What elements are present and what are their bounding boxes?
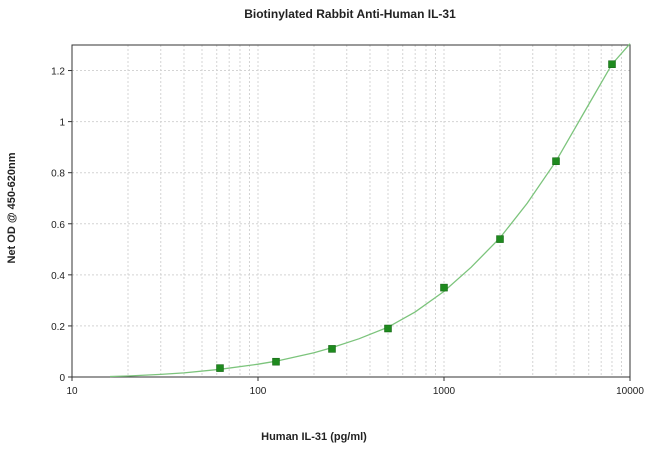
data-point	[272, 357, 280, 366]
chart-title: Biotinylated Rabbit Anti-Human IL-31	[244, 7, 456, 21]
y-tick-label: 0.6	[51, 220, 65, 231]
data-point	[496, 235, 504, 243]
y-axis-label: Net OD @ 450-620nm	[6, 152, 18, 263]
x-axis-label: Human IL-31 (pg/ml)	[261, 431, 367, 443]
y-tick-label: 0.4	[51, 271, 65, 282]
x-tick-label: 10	[66, 386, 78, 397]
data-point	[216, 364, 224, 372]
axis-ticks: 10 100 1000 10000 0 0.2 0.4 0.6 0.8 1 1.2	[51, 67, 644, 397]
data-point	[440, 283, 448, 292]
data-points	[216, 60, 616, 372]
fit-curve	[109, 43, 631, 378]
y-tick-label: 0.8	[51, 169, 65, 180]
x-tick-label: 1000	[433, 386, 456, 397]
y-tick-label: 0.2	[51, 322, 65, 333]
data-point	[384, 324, 392, 333]
y-tick-label: 0	[59, 373, 65, 384]
y-tick-label: 1.2	[51, 67, 65, 78]
data-point	[328, 345, 336, 353]
x-tick-label: 100	[250, 386, 267, 397]
grid	[72, 45, 630, 377]
y-tick-label: 1	[59, 118, 65, 129]
fit-curve-layer	[109, 43, 631, 378]
data-point	[608, 60, 616, 68]
data-point	[552, 157, 560, 165]
plot-frame	[71, 44, 631, 378]
x-tick-label: 10000	[616, 386, 644, 397]
